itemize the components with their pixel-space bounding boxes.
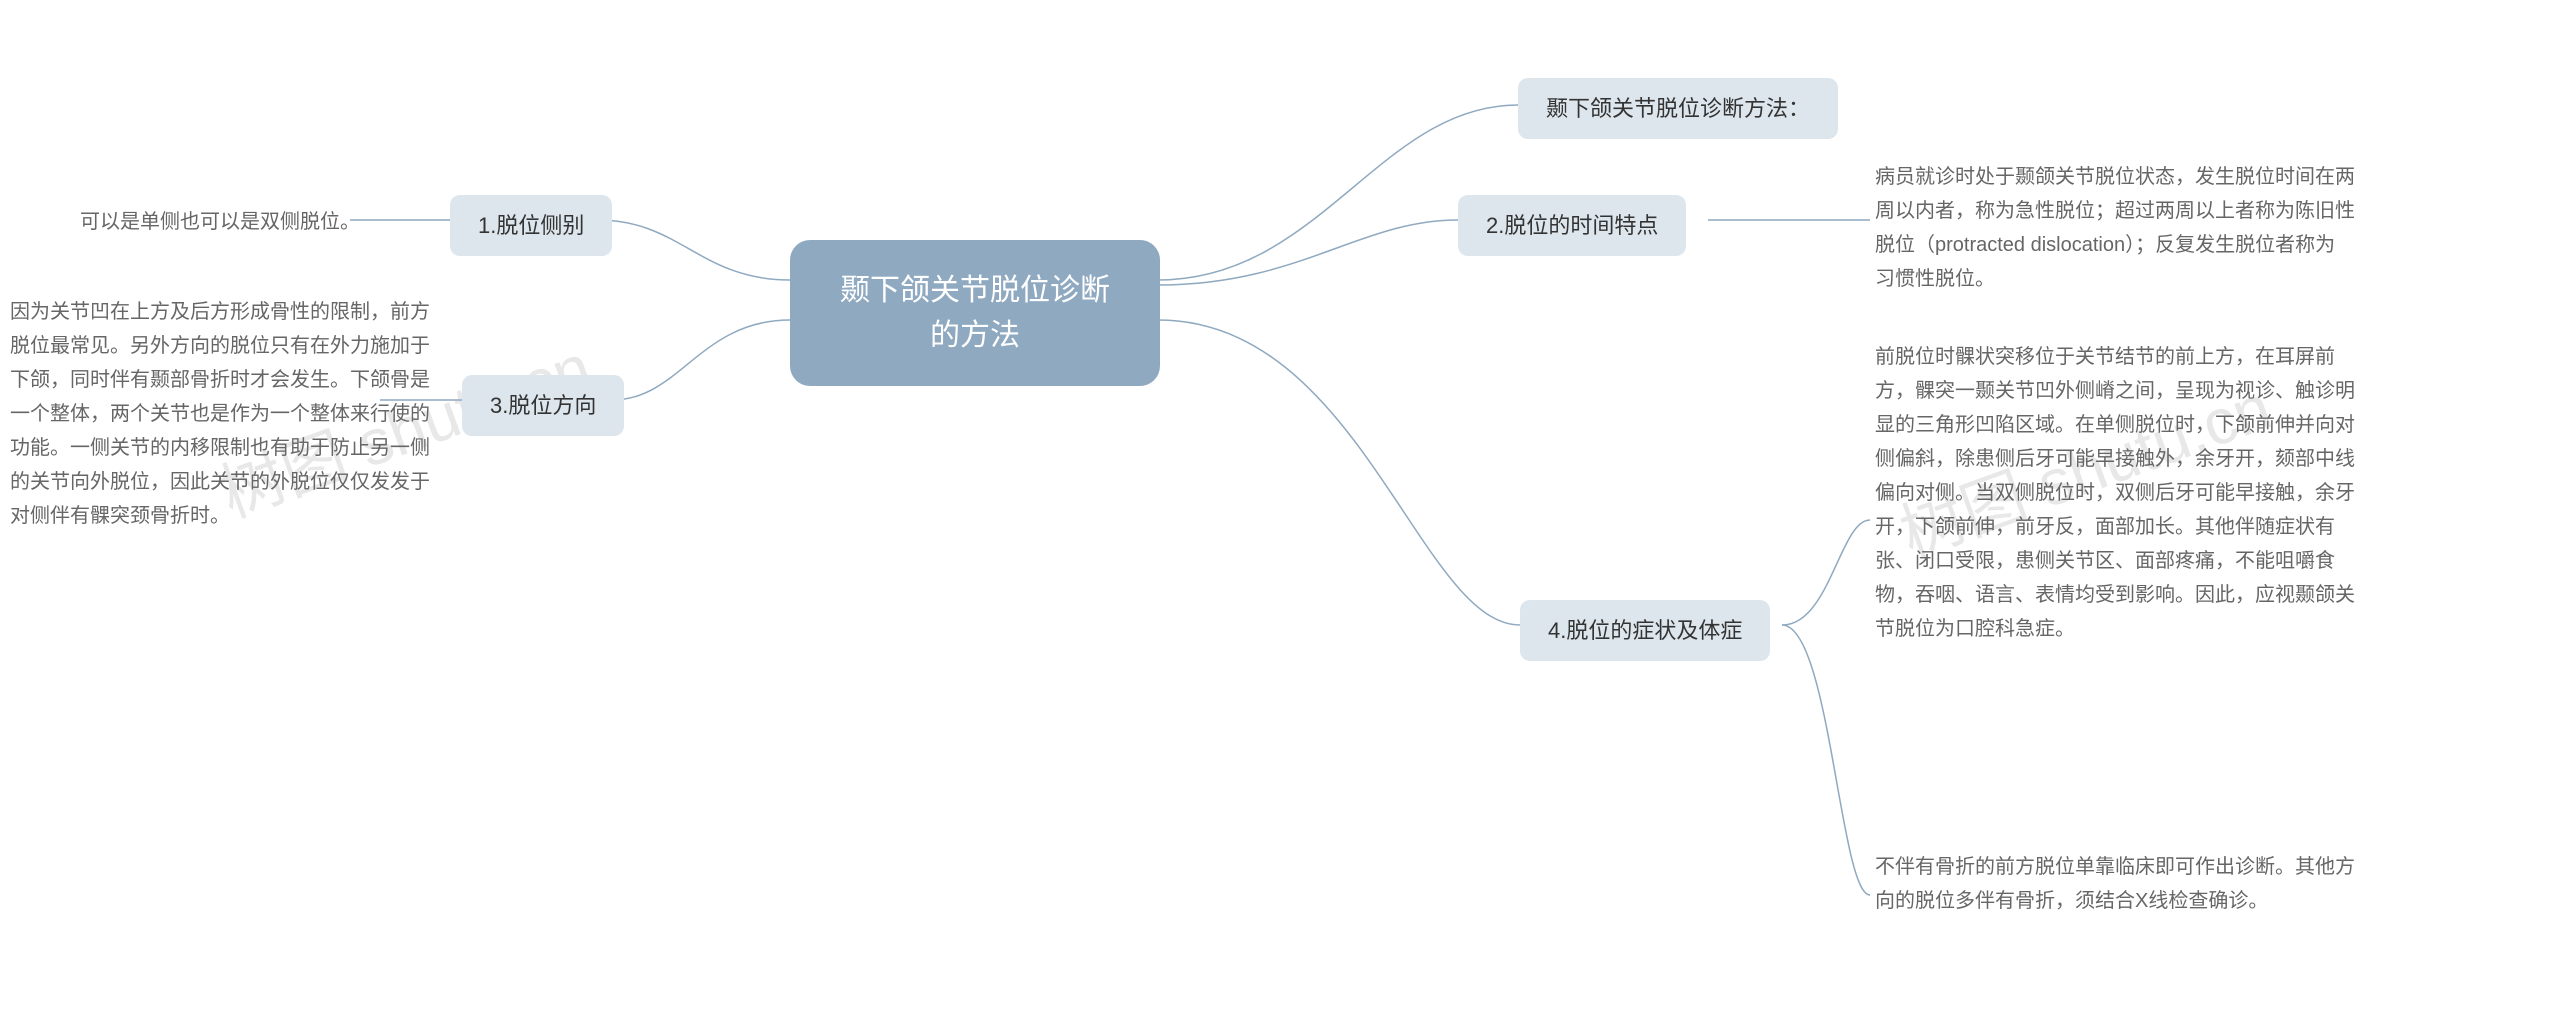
center-node: 颞下颌关节脱位诊断的方法	[790, 240, 1160, 386]
leaf-text: 因为关节凹在上方及后方形成骨性的限制，前方脱位最常见。另外方向的脱位只有在外力施…	[10, 301, 430, 527]
branch-direction: 3.脱位方向	[462, 375, 624, 436]
leaf-side-text: 可以是单侧也可以是双侧脱位。	[60, 205, 360, 239]
branch-label: 4.脱位的症状及体症	[1548, 618, 1742, 643]
leaf-symptom-1: 前脱位时髁状突移位于关节结节的前上方，在耳屏前方，髁突一颞关节凹外侧嵴之间，呈现…	[1875, 340, 2355, 646]
branch-symptom: 4.脱位的症状及体症	[1520, 600, 1770, 661]
leaf-time-text: 病员就诊时处于颞颌关节脱位状态，发生脱位时间在两周以内者，称为急性脱位；超过两周…	[1875, 160, 2355, 296]
branch-method: 颞下颌关节脱位诊断方法：	[1518, 78, 1838, 139]
leaf-text: 可以是单侧也可以是双侧脱位。	[80, 211, 360, 233]
leaf-text: 不伴有骨折的前方脱位单靠临床即可作出诊断。其他方向的脱位多伴有骨折，须结合X线检…	[1875, 856, 2355, 912]
branch-side: 1.脱位侧别	[450, 195, 612, 256]
branch-label: 颞下颌关节脱位诊断方法：	[1546, 96, 1810, 121]
leaf-symptom-2: 不伴有骨折的前方脱位单靠临床即可作出诊断。其他方向的脱位多伴有骨折，须结合X线检…	[1875, 850, 2355, 918]
branch-label: 1.脱位侧别	[478, 213, 584, 238]
branch-label: 2.脱位的时间特点	[1486, 213, 1658, 238]
branch-time: 2.脱位的时间特点	[1458, 195, 1686, 256]
branch-label: 3.脱位方向	[490, 393, 596, 418]
leaf-text: 病员就诊时处于颞颌关节脱位状态，发生脱位时间在两周以内者，称为急性脱位；超过两周…	[1875, 166, 2355, 290]
leaf-direction-text: 因为关节凹在上方及后方形成骨性的限制，前方脱位最常见。另外方向的脱位只有在外力施…	[10, 295, 440, 533]
leaf-text: 前脱位时髁状突移位于关节结节的前上方，在耳屏前方，髁突一颞关节凹外侧嵴之间，呈现…	[1875, 346, 2355, 640]
center-text: 颞下颌关节脱位诊断的方法	[840, 274, 1110, 352]
